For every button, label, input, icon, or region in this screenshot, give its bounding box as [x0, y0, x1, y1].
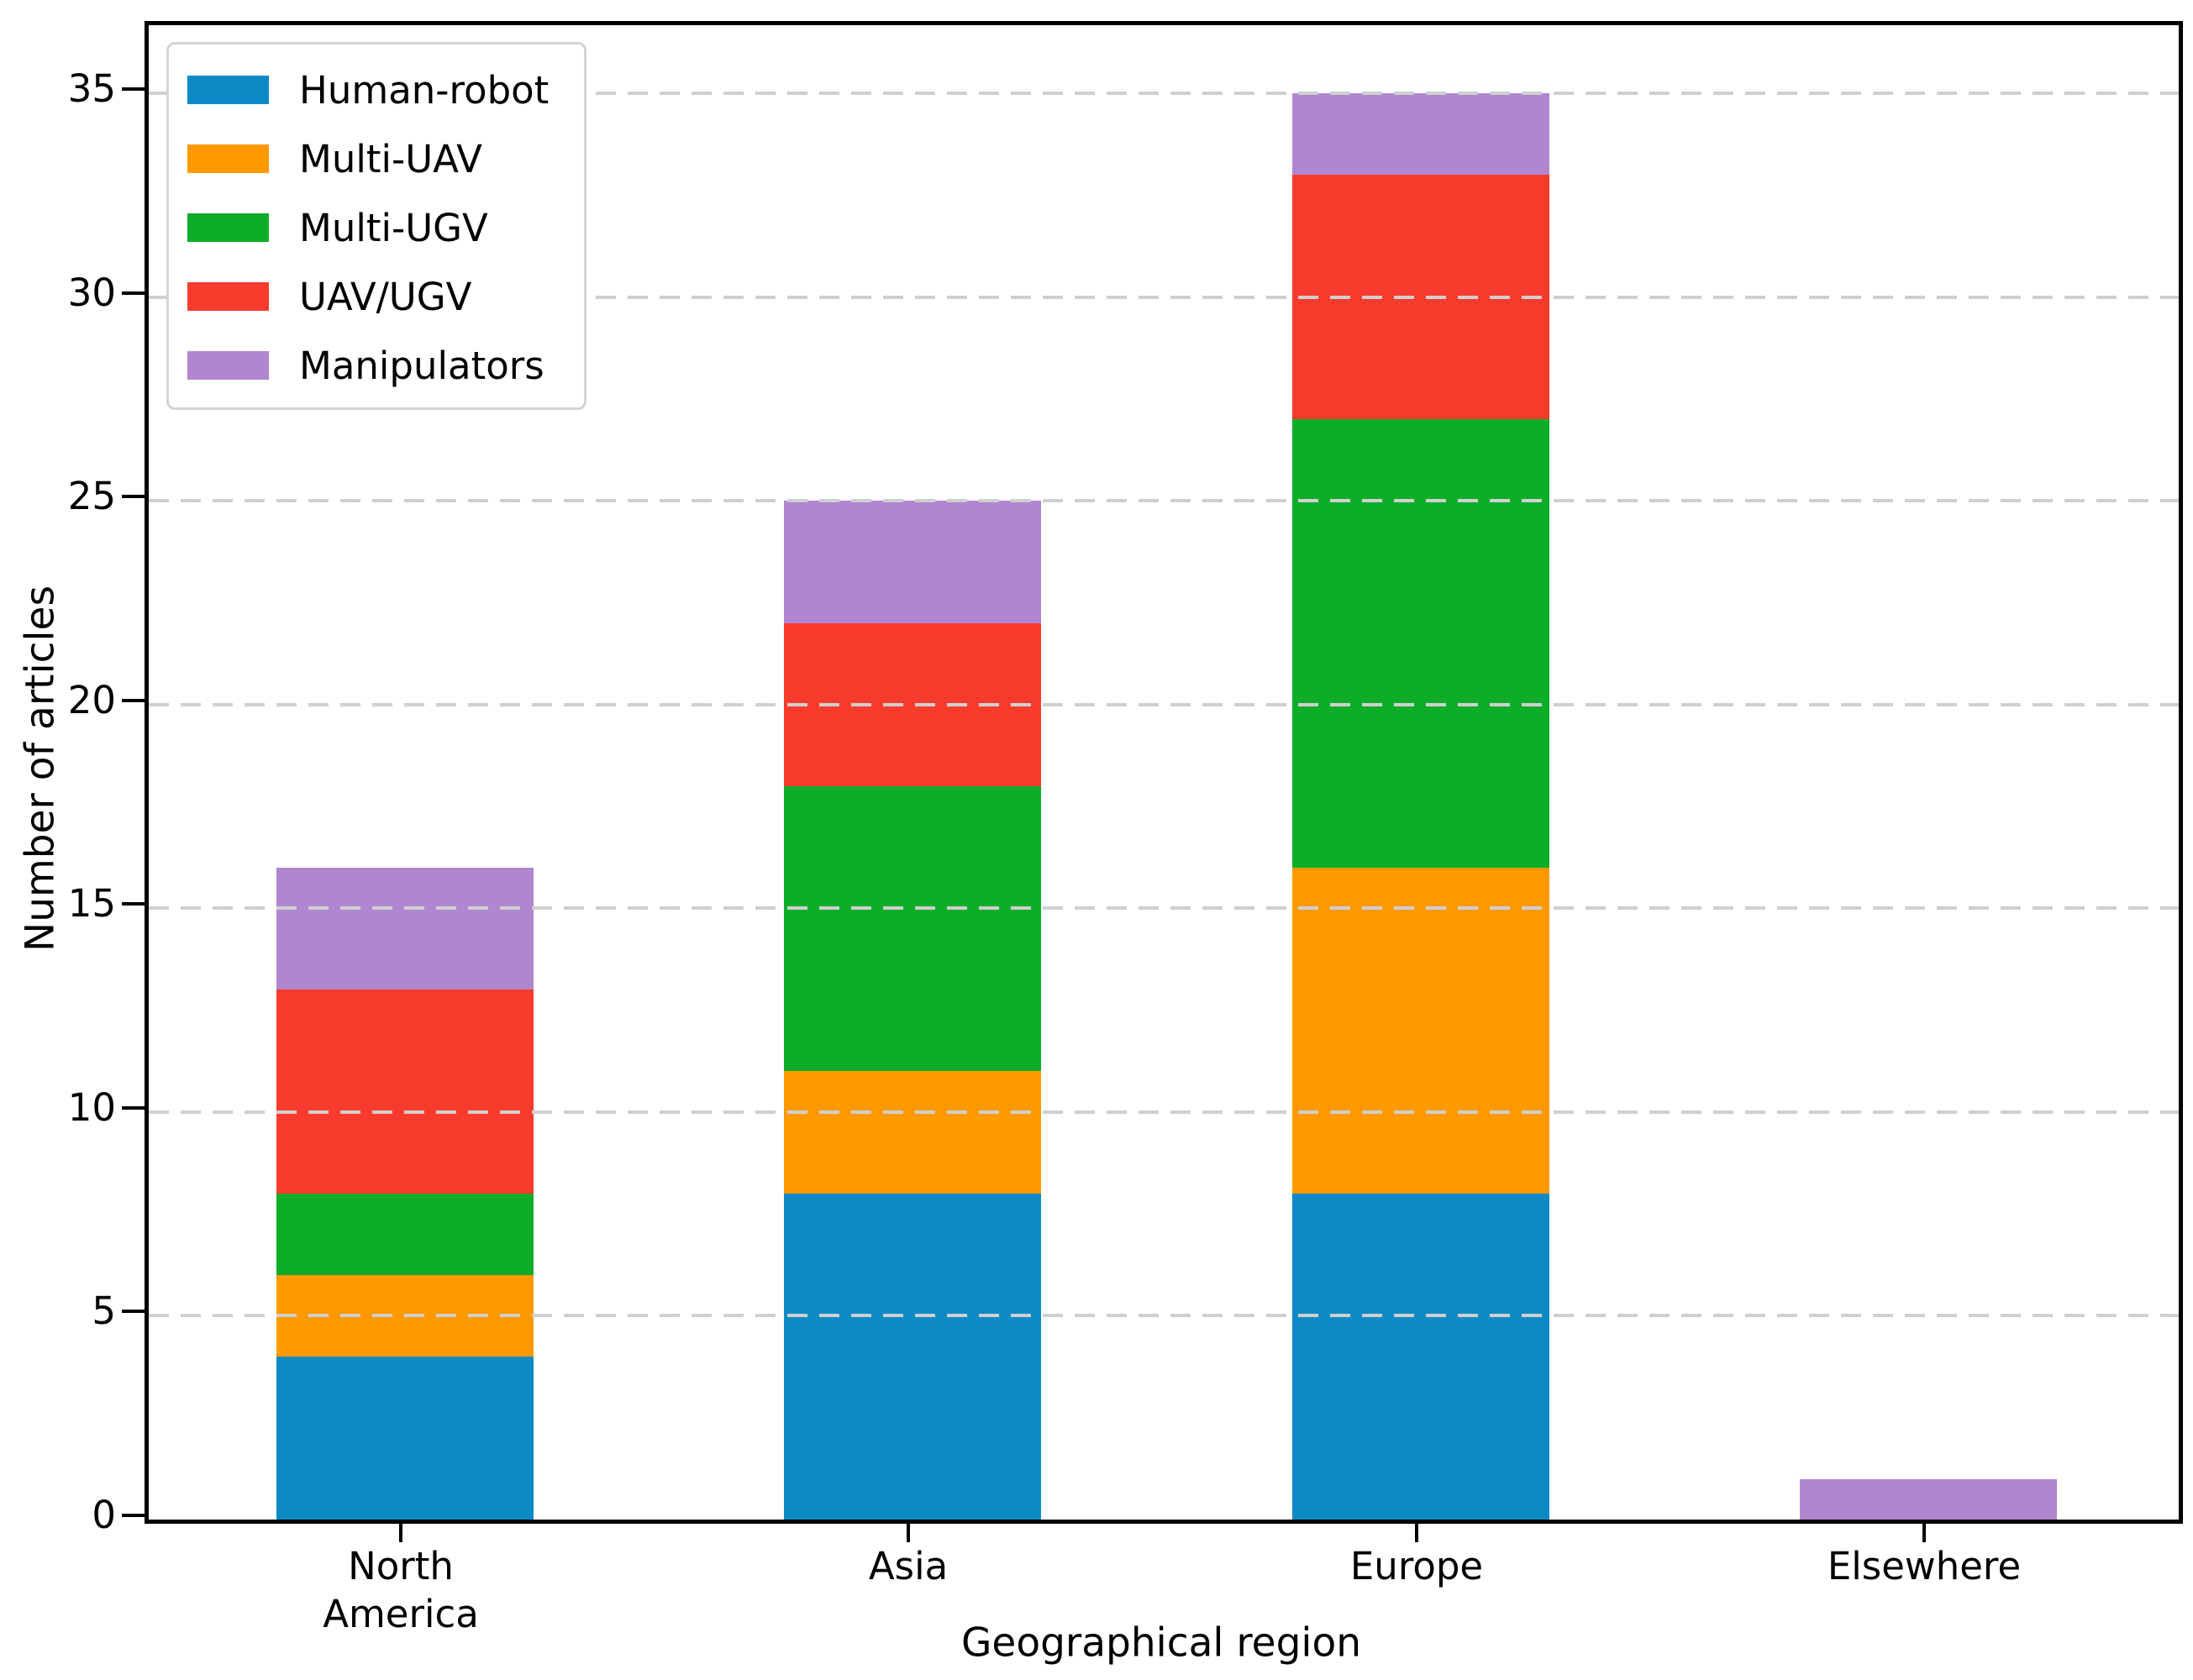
y-tick-label-0: 0: [92, 1493, 116, 1537]
legend-label: Multi-UGV: [299, 205, 488, 250]
y-tick-mark-15: [122, 902, 145, 906]
legend-swatch-uav-ugv: [187, 282, 269, 311]
legend-item-multi-ugv: Multi-UGV: [187, 193, 584, 262]
bar-segment-uav-ugv: [1292, 175, 1549, 420]
y-tick-mark-35: [122, 87, 145, 92]
legend-item-uav-ugv: UAV/UGV: [187, 262, 584, 331]
bar-north-america: [276, 867, 534, 1520]
bar-segment-multi-ugv: [784, 785, 1041, 1072]
legend-label: Manipulators: [299, 343, 544, 388]
x-tick-label-europe: Europe: [1240, 1542, 1593, 1590]
legend-label: UAV/UGV: [299, 274, 472, 319]
x-tick-label-elsewhere: Elsewhere: [1748, 1542, 2101, 1590]
x-tick-label-line: Europe: [1349, 1544, 1484, 1588]
y-tick-label-5: 5: [92, 1289, 116, 1334]
y-tick-label-35: 35: [67, 66, 116, 112]
y-tick-mark-10: [122, 1105, 145, 1110]
bar-segment-multi-ugv: [276, 1193, 534, 1275]
x-axis-title: Geographical region: [960, 1620, 1362, 1667]
legend-item-multi-uav: Multi-UAV: [187, 124, 584, 193]
y-tick-label-25: 25: [67, 474, 116, 519]
bar-segment-manipulators: [1800, 1478, 2057, 1520]
x-tick-mark-north-america: [399, 1524, 402, 1542]
x-tick-label-line: Elsewhere: [1827, 1544, 2022, 1588]
y-tick-mark-30: [122, 291, 145, 295]
legend-swatch-multi-ugv: [187, 213, 269, 242]
legend: Human-robot Multi-UAV Multi-UGV UAV/UGV Mani…: [166, 42, 586, 410]
bar-asia: [784, 501, 1041, 1520]
y-tick-mark-0: [122, 1514, 145, 1517]
x-tick-mark-asia: [907, 1524, 910, 1542]
bar-segment-human-robot: [784, 1193, 1041, 1520]
bar-segment-uav-ugv: [276, 990, 534, 1194]
bar-segment-human-robot: [276, 1356, 534, 1520]
x-tick-mark-elsewhere: [1922, 1524, 1926, 1542]
y-tick-label-15: 15: [67, 881, 116, 927]
bar-elsewhere: [1800, 1478, 2057, 1520]
y-tick-label-10: 10: [67, 1084, 116, 1130]
y-tick-mark-5: [122, 1310, 145, 1314]
legend-swatch-manipulators: [187, 351, 269, 380]
bar-segment-multi-uav: [1292, 867, 1549, 1194]
legend-item-manipulators: Manipulators: [187, 331, 584, 400]
bar-segment-multi-uav: [276, 1274, 534, 1357]
legend-swatch-human-robot: [187, 76, 269, 104]
y-axis-title: Number of articles: [17, 585, 64, 952]
x-tick-label-line: Asia: [868, 1544, 949, 1588]
y-tick-label-30: 30: [67, 270, 116, 315]
y-tick-label-20: 20: [67, 677, 116, 722]
x-tick-label-north-america: North America: [224, 1542, 577, 1638]
bar-segment-manipulators: [784, 501, 1041, 623]
legend-label: Human-robot: [299, 67, 550, 113]
legend-swatch-multi-uav: [187, 144, 269, 173]
bar-segment-human-robot: [1292, 1193, 1549, 1520]
x-tick-label-line: North: [348, 1544, 454, 1588]
bar-segment-uav-ugv: [784, 622, 1041, 786]
plot-area: [145, 21, 2183, 1524]
bar-europe: [1292, 93, 1549, 1520]
x-tick-mark-europe: [1415, 1524, 1418, 1542]
y-tick-mark-25: [122, 495, 145, 499]
bar-segment-multi-ugv: [1292, 419, 1549, 868]
y-tick-mark-20: [122, 698, 145, 702]
bar-segment-manipulators: [276, 867, 534, 990]
bar-segment-multi-uav: [784, 1071, 1041, 1194]
legend-label: Multi-UAV: [299, 136, 482, 181]
bar-segment-manipulators: [1292, 93, 1549, 176]
legend-item-human-robot: Human-robot: [187, 55, 584, 124]
x-tick-label-line: America: [323, 1592, 479, 1636]
x-tick-label-asia: Asia: [732, 1542, 1085, 1590]
